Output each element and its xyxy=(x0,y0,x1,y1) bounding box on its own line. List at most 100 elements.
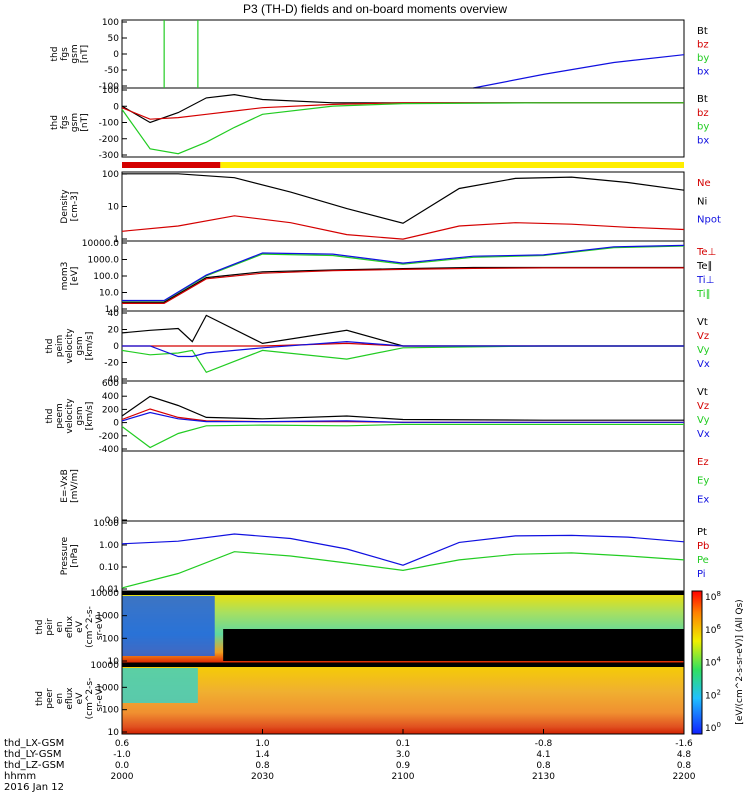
panel-fgs-detail: 100 0 -100 -200 -300 thd fgs gsm [nT] Bt bz by bx xyxy=(50,86,709,161)
y-tick-label: 100 xyxy=(102,706,119,716)
panel-frame xyxy=(121,520,685,592)
y-tick-label: 0 xyxy=(113,50,119,60)
y-tick-label: 100 xyxy=(102,18,119,28)
y-tick-label: 10 xyxy=(108,203,120,213)
series-Te∥ xyxy=(122,266,684,303)
y-axis-label-line: [km/s] xyxy=(85,332,95,361)
y-tick-label: -20 xyxy=(104,359,119,369)
y-tick-label: -200 xyxy=(99,135,120,145)
y-tick-label: -300 xyxy=(99,151,120,161)
legend-Bt: Bt xyxy=(697,94,708,105)
colorbar-tick: 108 xyxy=(705,590,721,603)
spectrogram-top-band xyxy=(122,591,684,595)
y-axis-label-line: peer xyxy=(45,688,55,709)
y-axis-label: E=-VxB [mV/m] xyxy=(60,469,80,503)
legend-Ti∥: Ti∥ xyxy=(696,289,711,300)
y-tick-label: 40 xyxy=(108,309,120,319)
footer-ly-value: 1.4 xyxy=(255,750,270,760)
footer-row-label-time: hhmm xyxy=(4,771,37,782)
footer-time-value: 2030 xyxy=(251,772,274,782)
footer-lx-value: -1.6 xyxy=(675,739,693,749)
legend-Vy: Vy xyxy=(697,345,710,356)
footer-lz-value: 0.0 xyxy=(115,761,130,771)
colorbar-label: [eV/(cm^2-s-sr-eV)] (All Qs) xyxy=(735,599,745,724)
y-tick-label: 50 xyxy=(108,34,120,44)
legend-Bt: Bt xyxy=(697,26,708,37)
panel-frame xyxy=(121,450,685,522)
y-tick-label: 10 xyxy=(108,728,120,738)
spectrogram-top-band xyxy=(122,663,684,667)
y-tick-label: 0 xyxy=(113,102,119,112)
y-axis-label: thd peer en eflux eV (cm^2-s-sr-eV) xyxy=(35,678,105,720)
legend-Vx: Vx xyxy=(697,429,710,440)
series-Pe xyxy=(121,551,685,589)
y-axis-label-line: thd xyxy=(45,339,55,354)
panel-efield: 0.0 E=-VxB [mV/m] Ez Ey Ex xyxy=(60,450,709,526)
series-Vy xyxy=(121,423,684,449)
y-tick-label: 1000 xyxy=(96,612,119,622)
y-tick-label: 400 xyxy=(102,392,119,402)
y-tick-label: 0.0 xyxy=(105,516,120,526)
y-axis-label: thd peim velocity gsm [km/s] xyxy=(45,328,95,364)
footer-ly-value: 3.0 xyxy=(396,750,411,760)
footer-lz-value: 0.8 xyxy=(677,761,692,771)
y-axis-label-line: gsm xyxy=(70,44,80,63)
legend-Ez: Ez xyxy=(697,457,709,468)
y-axis-label-line: eV xyxy=(75,620,85,633)
series-Vt xyxy=(121,314,684,347)
y-tick-label: 0.10 xyxy=(99,563,119,573)
panel-pressure: 10.00 1.00 0.10 0.01 Pressure [nPa] Pt Pb Pe Pi xyxy=(60,519,709,595)
y-axis-label-line: (cm^2-s- xyxy=(85,606,95,648)
y-axis-label-line: eflux xyxy=(65,687,75,710)
colorbar xyxy=(691,590,703,735)
y-axis-label-line: thd xyxy=(50,115,60,130)
spectrogram-peer-spectrogram xyxy=(122,663,684,734)
y-axis-label-line: Pressure xyxy=(60,536,70,575)
footer-lx-value: 0.1 xyxy=(396,739,410,749)
series-Vx xyxy=(121,411,684,423)
series-Te⊥ xyxy=(122,267,684,304)
legend-Npot: Npot xyxy=(697,215,721,226)
y-axis-label-line: gsm xyxy=(75,336,85,355)
y-tick-label: 100 xyxy=(102,634,119,644)
legend-bx: bx xyxy=(697,67,709,78)
y-axis-label-line: thd xyxy=(35,620,45,635)
footer-ly-value: -1.0 xyxy=(113,750,131,760)
panel-peem-velocity: 600 400 200 0 -200 -400 thd peem velocity gsm [km/… xyxy=(45,379,710,455)
y-tick-label: 10 xyxy=(108,657,120,667)
colorbar-tick: 102 xyxy=(705,688,721,701)
footer-date: 2016 Jan 12 xyxy=(4,782,64,793)
legend-Ti⊥: Ti⊥ xyxy=(696,275,714,286)
legend-bz: bz xyxy=(697,40,709,51)
footer-lz-value: 0.9 xyxy=(396,761,411,771)
panel-density: 100 10 1 Density [cm-3] Ne Ni Npot xyxy=(60,170,721,245)
footer-time-value: 2200 xyxy=(673,772,696,782)
legend-Pi: Pi xyxy=(697,569,706,580)
y-axis-label-line: gsm xyxy=(70,113,80,132)
y-axis-label: thd peir en eflux eV (cm^2-s-sr-eV) xyxy=(35,606,105,648)
series-Ti∥ xyxy=(122,245,685,302)
y-axis-label-line: [nPa] xyxy=(70,544,80,567)
figure-title: P3 (TH-D) fields and on-board moments ov… xyxy=(242,2,508,16)
panel-frame xyxy=(121,380,685,452)
legend-Pb: Pb xyxy=(697,541,709,552)
colorbar-tick: 106 xyxy=(705,623,721,636)
y-axis-label: Density [cm-3] xyxy=(60,189,80,224)
y-axis-label: thd fgs gsm [nT] xyxy=(50,113,90,132)
legend-Vz: Vz xyxy=(697,331,709,342)
y-axis-label: thd peem velocity gsm [km/s] xyxy=(45,398,95,434)
legend-bx: bx xyxy=(697,135,709,146)
legend-by: by xyxy=(697,53,709,64)
legend-Te∥: Te∥ xyxy=(696,261,713,272)
y-axis-label: Pressure [nPa] xyxy=(60,536,80,575)
legend-by: by xyxy=(697,122,709,133)
y-axis-label-line: [mV/m] xyxy=(70,469,80,503)
footer-time-value: 2100 xyxy=(392,772,415,782)
y-axis-label-line: velocity xyxy=(65,328,75,364)
legend-Vx: Vx xyxy=(697,359,710,370)
y-axis-label-line: eV xyxy=(75,692,85,705)
panel-fgs: 100 50 0 -50 -100 thd fgs gsm [nT] Bt bz by bx xyxy=(50,18,709,92)
series-Vy xyxy=(121,345,684,374)
series-Pi xyxy=(121,533,685,566)
footer-row-label-lz: thd_LZ-GSM xyxy=(4,760,65,771)
